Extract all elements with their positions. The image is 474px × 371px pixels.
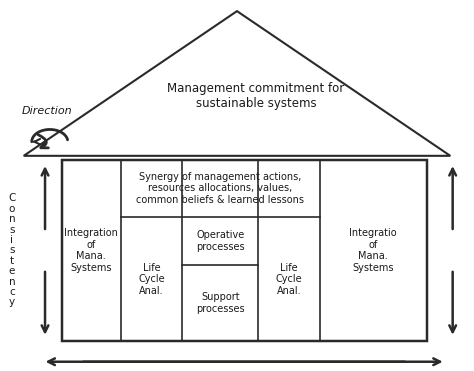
Bar xyxy=(62,160,427,341)
FancyArrowPatch shape xyxy=(38,135,48,148)
Text: Synergy of management actions,
resources allocations, values,
common beliefs & l: Synergy of management actions, resources… xyxy=(137,172,304,205)
Text: Life
Cycle
Anal.: Life Cycle Anal. xyxy=(276,263,302,296)
Text: Management commitment for
sustainable systems: Management commitment for sustainable sy… xyxy=(167,82,345,111)
Text: Direction: Direction xyxy=(22,106,73,116)
Text: Life
Cycle
Anal.: Life Cycle Anal. xyxy=(138,263,165,296)
Text: Support
processes: Support processes xyxy=(196,292,245,314)
Text: Integration
of
Mana.
Systems: Integration of Mana. Systems xyxy=(64,228,118,273)
Text: C
o
n
s
i
s
t
e
n
c
y: C o n s i s t e n c y xyxy=(8,193,16,308)
Text: Operative
processes: Operative processes xyxy=(196,230,245,252)
Text: Integratio
of
Mana.
Systems: Integratio of Mana. Systems xyxy=(349,228,397,273)
